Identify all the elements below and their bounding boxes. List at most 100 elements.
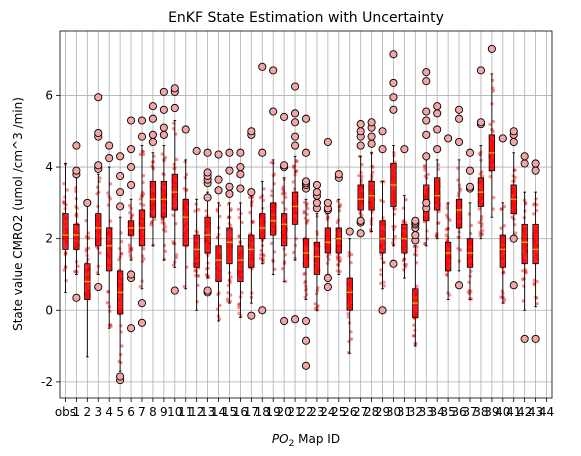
flier <box>171 104 178 111</box>
flier <box>510 138 517 145</box>
flier <box>160 88 167 95</box>
flier <box>226 167 233 174</box>
box-body <box>292 192 297 224</box>
flier <box>390 260 397 267</box>
sample-point <box>492 196 495 199</box>
sample-point <box>237 208 240 211</box>
flier <box>302 149 309 156</box>
flier <box>532 335 539 342</box>
sample-point <box>195 300 198 303</box>
flier <box>204 194 211 201</box>
y-tick-label: 4 <box>45 160 53 174</box>
flier <box>117 373 124 380</box>
flier <box>106 155 113 162</box>
flier <box>248 189 255 196</box>
flier <box>324 199 331 206</box>
sample-point <box>346 312 349 315</box>
sample-point <box>261 207 264 210</box>
flier <box>117 172 124 179</box>
sample-point <box>108 310 111 313</box>
sample-point <box>499 226 502 229</box>
flier <box>423 78 430 85</box>
sample-point <box>106 301 109 304</box>
flier <box>302 362 309 369</box>
sample-point <box>402 268 405 271</box>
flier <box>226 149 233 156</box>
flier <box>291 316 298 323</box>
flier <box>357 120 364 127</box>
sample-point <box>347 254 350 257</box>
flier <box>302 178 309 185</box>
sample-point <box>109 325 112 328</box>
sample-point <box>96 186 99 189</box>
flier <box>237 185 244 192</box>
flier <box>313 181 320 188</box>
sample-point <box>394 235 397 238</box>
flier <box>302 337 309 344</box>
flier <box>117 153 124 160</box>
flier <box>302 115 309 122</box>
x-tick-label: 1 <box>73 405 81 419</box>
sample-point <box>283 260 286 263</box>
flier <box>259 63 266 70</box>
sample-point <box>262 254 265 257</box>
flier <box>73 142 80 149</box>
sample-point <box>160 218 163 221</box>
flier <box>160 106 167 113</box>
flier <box>368 140 375 147</box>
flier <box>368 119 375 126</box>
flier <box>84 199 91 206</box>
sample-point <box>457 194 460 197</box>
flier <box>324 138 331 145</box>
flier <box>149 115 156 122</box>
sample-point <box>306 207 309 210</box>
sample-point <box>142 247 145 250</box>
box-body <box>456 199 461 228</box>
flier <box>466 149 473 156</box>
flier <box>160 131 167 138</box>
sample-point <box>175 158 178 161</box>
sample-point <box>284 207 287 210</box>
flier <box>171 85 178 92</box>
box-body <box>434 178 439 210</box>
flier <box>423 108 430 115</box>
box-body <box>533 224 538 263</box>
sample-point <box>119 361 122 364</box>
flier <box>204 169 211 176</box>
flier <box>149 103 156 110</box>
sample-point <box>175 253 178 256</box>
box-body <box>445 242 450 271</box>
flier <box>291 119 298 126</box>
sample-point <box>480 218 483 221</box>
sample-point <box>314 302 317 305</box>
x-tick-label: 2 <box>84 405 92 419</box>
x-tick-label: 44 <box>539 405 554 419</box>
flier <box>160 124 167 131</box>
sample-point <box>379 273 382 276</box>
flier <box>510 235 517 242</box>
flier <box>302 317 309 324</box>
flier <box>73 167 80 174</box>
box-body <box>358 185 363 210</box>
sample-point <box>446 206 449 209</box>
flier <box>117 189 124 196</box>
sample-point <box>350 337 353 340</box>
flier <box>248 128 255 135</box>
flier <box>215 187 222 194</box>
flier <box>138 300 145 307</box>
box-body <box>238 246 243 282</box>
flier <box>324 274 331 281</box>
flier <box>204 149 211 156</box>
flier <box>95 283 102 290</box>
box-body <box>347 278 352 310</box>
box-body <box>522 224 527 263</box>
flier <box>138 319 145 326</box>
sample-point <box>262 187 265 190</box>
y-axis-label: State value CMRO2 (umol /cm^3 /min) <box>11 97 25 331</box>
box-body <box>336 228 341 253</box>
sample-point <box>141 260 144 263</box>
flier <box>477 67 484 74</box>
sample-point <box>197 208 200 211</box>
sample-point <box>183 160 186 163</box>
sample-point <box>194 229 197 232</box>
